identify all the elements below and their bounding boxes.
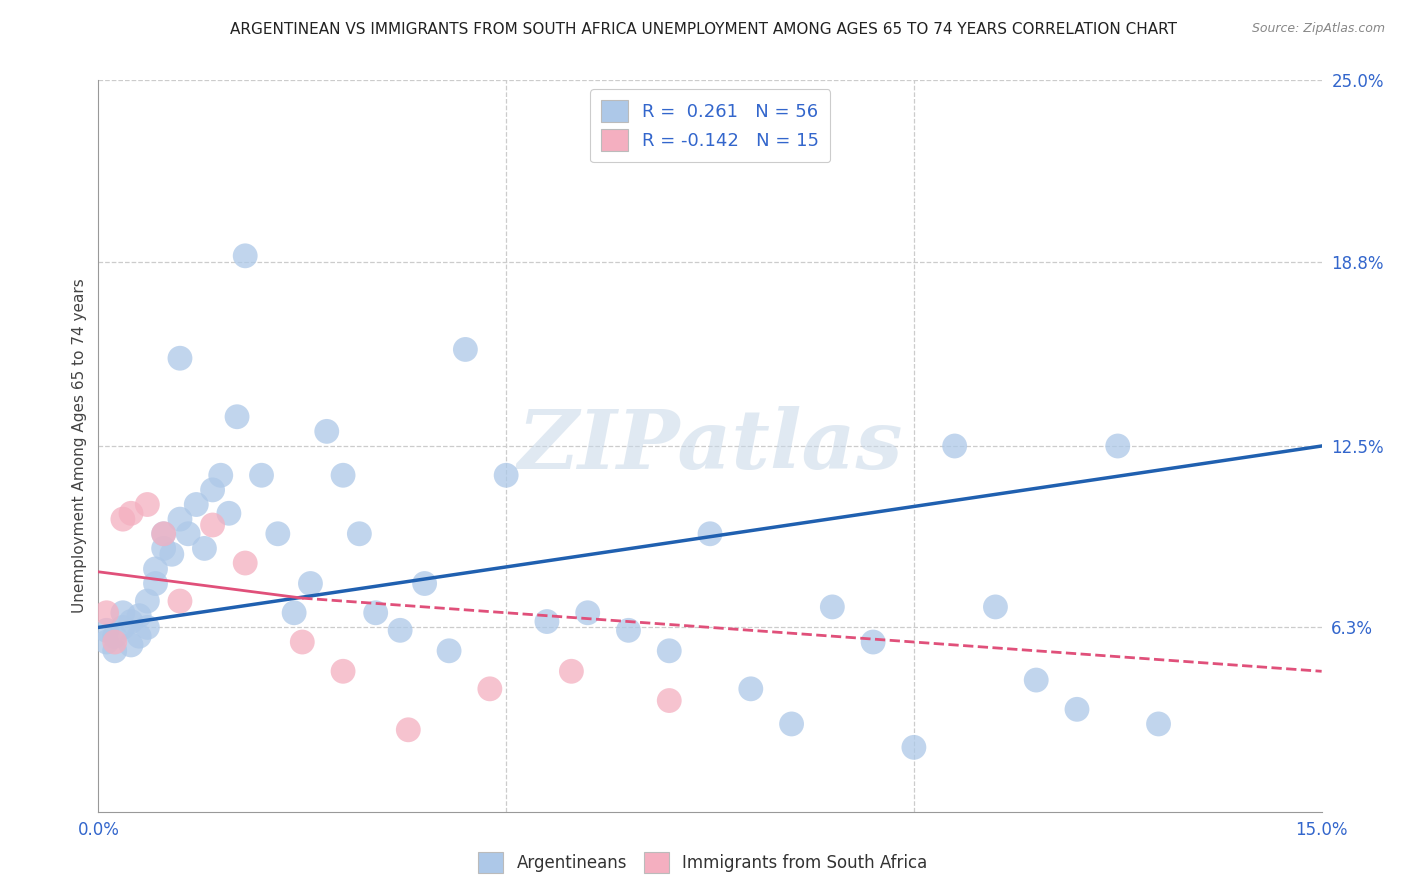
Point [186, 498, 208, 512]
Point [152, 541, 174, 556]
Point [120, 615, 142, 629]
Text: ZIPatlas: ZIPatlas [517, 406, 903, 486]
Point [111, 512, 134, 526]
Point [780, 717, 803, 731]
Point [658, 693, 681, 707]
Point [413, 576, 436, 591]
Point [1107, 439, 1129, 453]
Point [177, 526, 200, 541]
Point [437, 644, 460, 658]
Point [128, 608, 150, 623]
Point [576, 606, 599, 620]
Point [364, 606, 387, 620]
Point [233, 556, 256, 570]
Point [226, 409, 249, 424]
Point [136, 594, 159, 608]
Point [145, 576, 167, 591]
Point [152, 526, 174, 541]
Point [250, 468, 273, 483]
Point [903, 740, 925, 755]
Point [1066, 702, 1088, 716]
Point [104, 644, 127, 658]
Legend: Argentineans, Immigrants from South Africa: Argentineans, Immigrants from South Afri… [472, 846, 934, 880]
Point [136, 620, 159, 634]
Point [233, 249, 256, 263]
Point [396, 723, 419, 737]
Point [454, 343, 477, 357]
Point [332, 665, 354, 679]
Point [332, 468, 354, 483]
Point [209, 468, 232, 483]
Point [111, 620, 134, 634]
Point [160, 547, 183, 561]
Point [169, 512, 191, 526]
Point [169, 351, 191, 366]
Point [201, 518, 224, 533]
Text: Source: ZipAtlas.com: Source: ZipAtlas.com [1251, 22, 1385, 36]
Point [943, 439, 966, 453]
Point [299, 576, 322, 591]
Point [699, 526, 721, 541]
Point [283, 606, 305, 620]
Point [136, 498, 159, 512]
Point [169, 594, 191, 608]
Point [349, 526, 371, 541]
Point [617, 624, 640, 638]
Legend: R =  0.261   N = 56, R = -0.142   N = 15: R = 0.261 N = 56, R = -0.142 N = 15 [591, 89, 830, 162]
Point [389, 624, 412, 638]
Point [1147, 717, 1170, 731]
Point [96, 624, 118, 638]
Point [201, 483, 224, 497]
Point [104, 635, 127, 649]
Point [96, 606, 118, 620]
Point [658, 644, 681, 658]
Point [984, 599, 1007, 614]
Point [821, 599, 844, 614]
Point [862, 635, 884, 649]
Point [120, 506, 142, 520]
Point [120, 638, 142, 652]
Point [128, 629, 150, 643]
Point [267, 526, 290, 541]
Point [193, 541, 215, 556]
Point [111, 606, 134, 620]
Y-axis label: Unemployment Among Ages 65 to 74 years: Unemployment Among Ages 65 to 74 years [72, 278, 87, 614]
Point [560, 665, 582, 679]
Point [218, 506, 240, 520]
Point [104, 629, 127, 643]
Point [145, 562, 167, 576]
Point [152, 526, 174, 541]
Text: ARGENTINEAN VS IMMIGRANTS FROM SOUTH AFRICA UNEMPLOYMENT AMONG AGES 65 TO 74 YEA: ARGENTINEAN VS IMMIGRANTS FROM SOUTH AFR… [229, 22, 1177, 37]
Point [740, 681, 762, 696]
Point [291, 635, 314, 649]
Point [96, 635, 118, 649]
Point [495, 468, 517, 483]
Point [315, 425, 337, 439]
Point [478, 681, 501, 696]
Point [536, 615, 558, 629]
Point [1025, 673, 1047, 687]
